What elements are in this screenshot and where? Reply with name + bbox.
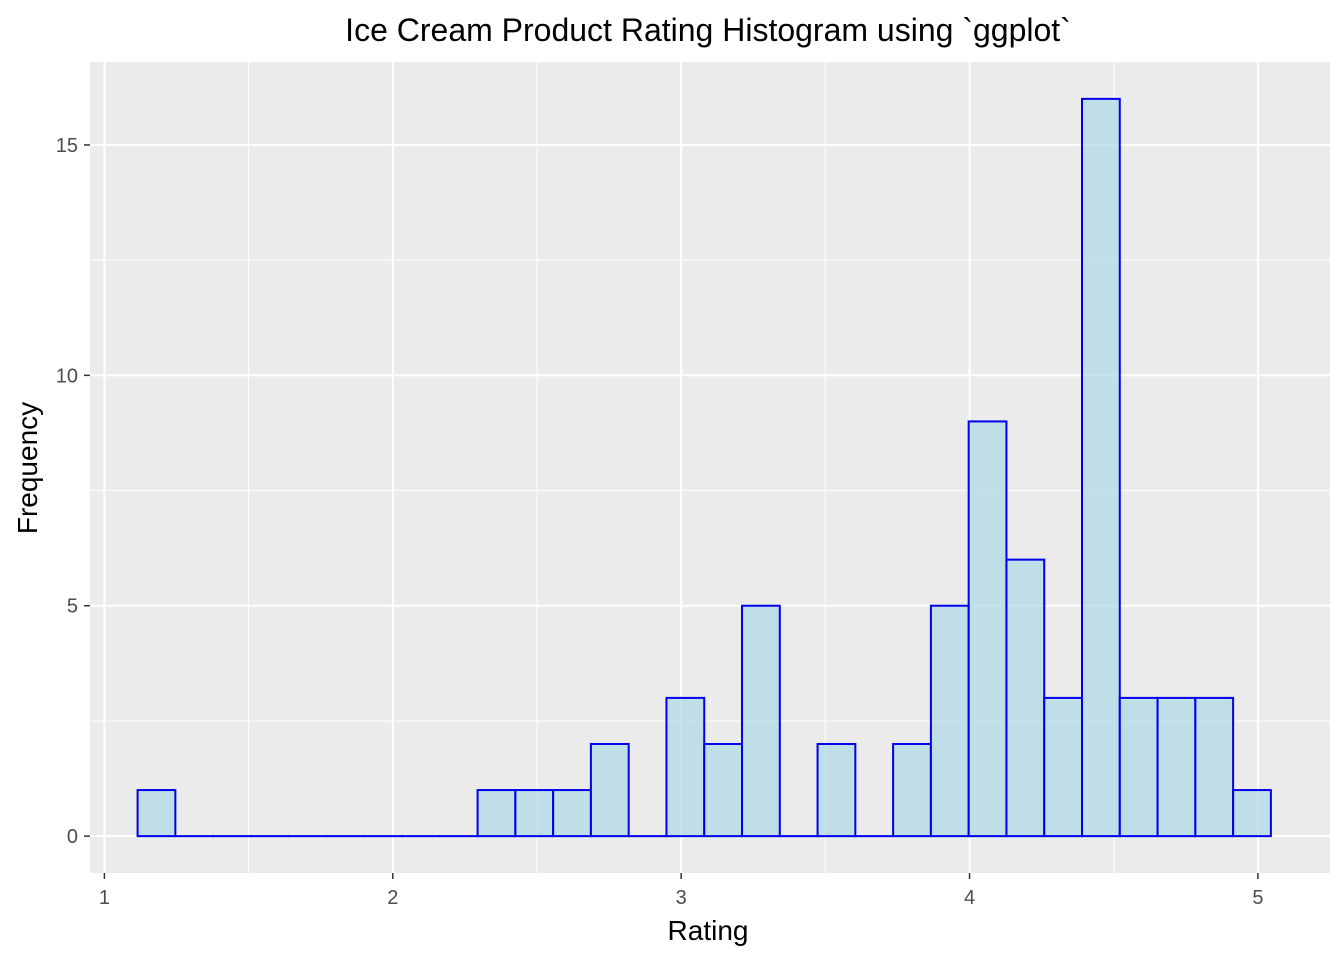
histogram-bar xyxy=(1118,696,1159,838)
x-tick-label: 1 xyxy=(99,887,110,909)
histogram-bars xyxy=(136,97,1272,838)
y-tick-label: 0 xyxy=(67,826,78,848)
x-tick-label: 3 xyxy=(676,887,687,909)
y-axis-tick-labels: 0 5 10 15 xyxy=(56,135,78,848)
histogram-bar xyxy=(1081,97,1121,838)
y-tick-label: 5 xyxy=(67,596,78,618)
histogram-bar xyxy=(1043,696,1084,838)
y-tick-label: 15 xyxy=(56,135,78,157)
histogram-bar xyxy=(1194,696,1235,838)
axis-ticks xyxy=(84,144,1259,879)
x-tick-label: 2 xyxy=(387,887,398,909)
histogram-bar xyxy=(816,742,857,838)
x-tick-label: 5 xyxy=(1252,887,1263,909)
x-axis-tick-labels: 1 2 3 4 5 xyxy=(99,887,1264,909)
histogram-bar xyxy=(1005,558,1046,838)
histogram-bar xyxy=(1156,696,1197,838)
x-tick-label: 4 xyxy=(964,887,975,909)
chart-title: Ice Cream Product Rating Histogram using… xyxy=(345,12,1071,48)
histogram-bar xyxy=(136,789,177,838)
histogram-bar xyxy=(892,742,932,838)
y-axis-title: Frequency xyxy=(12,402,43,534)
histogram-bar xyxy=(929,604,970,838)
histogram-bar xyxy=(514,789,555,838)
histogram-bar xyxy=(476,789,517,838)
histogram-bar xyxy=(967,420,1008,838)
y-tick-label: 10 xyxy=(56,365,78,387)
x-axis-title: Rating xyxy=(668,915,749,946)
histogram-bar xyxy=(589,742,630,838)
histogram-bar xyxy=(1232,789,1272,838)
histogram-bar xyxy=(741,604,781,838)
histogram-bar xyxy=(665,696,706,838)
histogram-bar xyxy=(703,742,744,838)
histogram-bar xyxy=(552,789,592,838)
